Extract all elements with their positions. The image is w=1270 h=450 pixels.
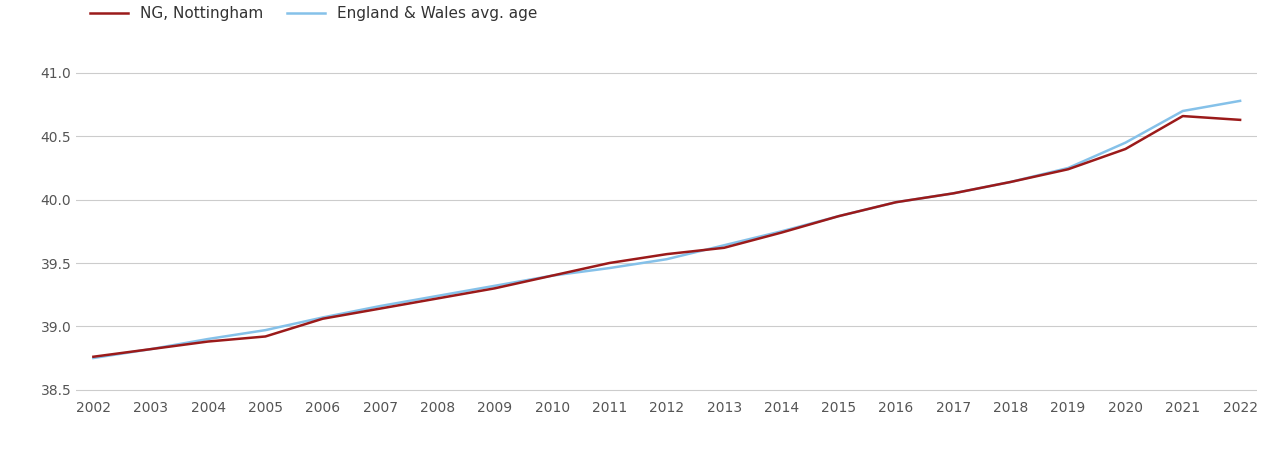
England & Wales avg. age: [201, 336, 216, 342]
England & Wales avg. age: [716, 243, 732, 248]
England & Wales avg. age: [1175, 108, 1190, 114]
NG, Nottingham: [716, 245, 732, 251]
England & Wales avg. age: [1118, 140, 1133, 145]
England & Wales avg. age: [1003, 179, 1019, 184]
Line: NG, Nottingham: NG, Nottingham: [94, 116, 1240, 357]
NG, Nottingham: [429, 296, 444, 301]
NG, Nottingham: [315, 316, 330, 321]
NG, Nottingham: [773, 230, 789, 235]
England & Wales avg. age: [1060, 165, 1076, 171]
NG, Nottingham: [258, 334, 273, 339]
NG, Nottingham: [488, 286, 503, 291]
Line: England & Wales avg. age: England & Wales avg. age: [94, 101, 1240, 358]
NG, Nottingham: [1118, 146, 1133, 152]
England & Wales avg. age: [258, 328, 273, 333]
Legend: NG, Nottingham, England & Wales avg. age: NG, Nottingham, England & Wales avg. age: [84, 0, 544, 27]
NG, Nottingham: [889, 199, 904, 205]
NG, Nottingham: [946, 191, 961, 196]
NG, Nottingham: [1003, 179, 1019, 184]
NG, Nottingham: [144, 346, 159, 352]
England & Wales avg. age: [602, 266, 617, 271]
England & Wales avg. age: [889, 199, 904, 205]
England & Wales avg. age: [545, 273, 560, 279]
NG, Nottingham: [602, 260, 617, 265]
England & Wales avg. age: [831, 213, 846, 219]
England & Wales avg. age: [946, 191, 961, 196]
England & Wales avg. age: [86, 356, 102, 361]
England & Wales avg. age: [773, 229, 789, 234]
NG, Nottingham: [545, 273, 560, 279]
NG, Nottingham: [659, 252, 674, 257]
NG, Nottingham: [86, 354, 102, 360]
England & Wales avg. age: [429, 293, 444, 299]
England & Wales avg. age: [315, 315, 330, 320]
England & Wales avg. age: [372, 303, 387, 309]
NG, Nottingham: [1232, 117, 1247, 122]
England & Wales avg. age: [144, 346, 159, 352]
NG, Nottingham: [372, 306, 387, 311]
England & Wales avg. age: [488, 283, 503, 288]
NG, Nottingham: [1175, 113, 1190, 119]
NG, Nottingham: [831, 213, 846, 219]
England & Wales avg. age: [659, 256, 674, 262]
England & Wales avg. age: [1232, 98, 1247, 104]
NG, Nottingham: [1060, 166, 1076, 172]
NG, Nottingham: [201, 339, 216, 344]
